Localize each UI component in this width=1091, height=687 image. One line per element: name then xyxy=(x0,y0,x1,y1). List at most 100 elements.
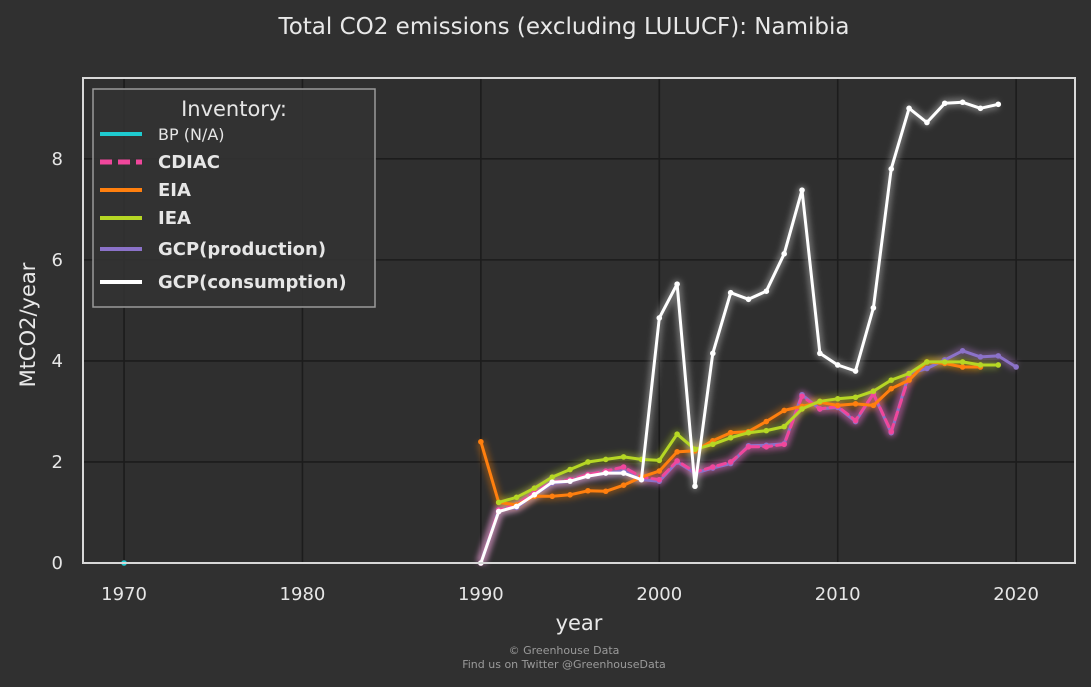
data-point-iea-2002 xyxy=(692,446,698,453)
data-point-cdiac-1998 xyxy=(620,464,627,470)
data-point-eia-1996 xyxy=(585,487,591,494)
legend-label-eia: EIA xyxy=(158,180,191,201)
data-point-gcp-production-2015 xyxy=(924,365,930,372)
data-point-iea-2008 xyxy=(799,406,805,412)
data-point-iea-2016 xyxy=(941,359,948,365)
plot-frame xyxy=(82,77,1076,564)
legend-box xyxy=(92,88,376,308)
data-point-eia-2001 xyxy=(674,449,680,455)
y-tick-label-4: 4 xyxy=(52,351,63,372)
x-tick-label-2010: 2010 xyxy=(815,584,861,605)
x-axis-label: year xyxy=(556,611,603,635)
data-point-eia-2007 xyxy=(781,407,787,414)
data-point-gcp-consumption-2010 xyxy=(834,362,841,368)
data-point-gcp-consumption-1999 xyxy=(638,476,645,483)
data-point-iea-2001 xyxy=(674,431,680,437)
series-layer xyxy=(121,99,1019,566)
data-point-gcp-consumption-2014 xyxy=(906,105,912,112)
data-point-gcp-consumption-2005 xyxy=(745,296,752,303)
data-point-cdiac-2003 xyxy=(710,464,716,470)
data-point-iea-2018 xyxy=(977,362,984,368)
data-point-gcp-consumption-1993 xyxy=(531,491,538,498)
data-point-gcp-consumption-1992 xyxy=(513,503,520,510)
data-point-iea-1998 xyxy=(620,454,627,460)
data-point-gcp-consumption-2011 xyxy=(852,368,859,374)
data-point-cdiac-2013 xyxy=(888,428,895,435)
legend: Inventory: BP (N/A) CDIAC EIA IEA GCP(produc… xyxy=(92,88,376,308)
data-point-eia-1998 xyxy=(620,482,627,488)
x-tick-label-2000: 2000 xyxy=(636,584,682,605)
x-tick-label-1970: 1970 xyxy=(101,584,147,605)
data-point-gcp-consumption-1996 xyxy=(585,473,591,479)
data-point-gcp-consumption-2016 xyxy=(941,100,948,107)
data-point-eia-2006 xyxy=(763,418,770,425)
data-point-eia-1994 xyxy=(549,493,556,500)
data-point-eia-2000 xyxy=(656,468,663,474)
data-point-iea-2015 xyxy=(924,359,930,365)
plot-area xyxy=(82,77,1076,566)
data-point-gcp-consumption-1991 xyxy=(495,508,502,515)
x-tick-label-1990: 1990 xyxy=(458,584,504,605)
y-axis-label: MtCO2/year xyxy=(16,262,40,387)
data-point-iea-1993 xyxy=(531,485,538,492)
data-point-cdiac-2006 xyxy=(763,444,770,450)
data-point-iea-2014 xyxy=(906,370,912,377)
footer-copyright: © Greenhouse Data xyxy=(509,644,620,657)
data-point-gcp-consumption-1995 xyxy=(567,478,573,484)
data-point-eia-2011 xyxy=(852,401,859,407)
data-point-cdiac-2007 xyxy=(781,441,787,448)
y-tick-label-8: 8 xyxy=(52,149,63,170)
x-axis-ticks: 1970 1980 1990 2000 2010 2020 xyxy=(101,584,1039,605)
data-point-iea-1997 xyxy=(602,456,609,463)
data-point-iea-2005 xyxy=(745,429,752,436)
data-point-gcp-consumption-2003 xyxy=(710,350,716,357)
data-point-gcp-consumption-2018 xyxy=(977,105,984,112)
data-point-cdiac-2001 xyxy=(674,458,680,464)
y-axis-ticks: 0 2 4 6 8 xyxy=(52,149,63,574)
chart-title: Total CO2 emissions (excluding LULUCF): … xyxy=(278,14,850,40)
legend-label-bp-n-a: BP (N/A) xyxy=(158,125,225,144)
data-point-iea-2019 xyxy=(995,362,1002,368)
legend-label-gcp-consumption: GCP(consumption) xyxy=(158,272,347,293)
data-point-gcp-consumption-1997 xyxy=(602,470,609,476)
data-point-gcp-consumption-2013 xyxy=(888,166,895,172)
y-tick-label-0: 0 xyxy=(52,553,63,574)
data-point-eia-2017 xyxy=(959,364,966,370)
data-point-gcp-consumption-2004 xyxy=(727,289,734,296)
data-point-iea-2010 xyxy=(834,396,841,402)
data-point-gcp-consumption-2019 xyxy=(995,101,1002,108)
series-line-gcp-consumption xyxy=(479,100,1000,565)
legend-label-iea: IEA xyxy=(158,208,191,229)
data-point-eia-1995 xyxy=(567,491,573,498)
data-point-gcp-consumption-1998 xyxy=(620,470,627,476)
data-point-iea-2009 xyxy=(817,398,823,405)
data-point-gcp-consumption-2007 xyxy=(781,251,787,257)
x-tick-label-2020: 2020 xyxy=(993,584,1039,605)
data-point-iea-1994 xyxy=(549,474,556,480)
data-point-gcp-consumption-1994 xyxy=(549,479,556,485)
data-point-eia-1997 xyxy=(602,488,609,495)
data-point-cdiac-2004 xyxy=(727,459,734,465)
data-point-gcp-consumption-2009 xyxy=(817,350,823,357)
data-point-iea-2012 xyxy=(870,388,877,395)
data-point-gcp-consumption-2002 xyxy=(692,483,698,490)
data-point-iea-2003 xyxy=(710,441,716,448)
data-point-gcp-production-2019 xyxy=(995,353,1002,359)
data-point-cdiac-2009 xyxy=(817,406,823,412)
data-point-eia-2013 xyxy=(888,385,895,392)
data-point-iea-1991 xyxy=(495,499,502,506)
data-point-cdiac-2005 xyxy=(745,444,752,450)
data-point-gcp-consumption-2001 xyxy=(674,281,680,287)
legend-label-cdiac: CDIAC xyxy=(158,152,220,173)
data-point-iea-1995 xyxy=(567,466,573,473)
y-tick-label-6: 6 xyxy=(52,250,63,271)
data-point-iea-2000 xyxy=(656,457,663,464)
data-point-iea-1992 xyxy=(513,494,520,501)
data-point-gcp-consumption-2015 xyxy=(924,119,930,126)
data-point-iea-2017 xyxy=(959,359,966,365)
data-point-eia-2014 xyxy=(906,377,912,383)
data-point-gcp-consumption-2000 xyxy=(656,315,663,321)
data-point-gcp-production-2020 xyxy=(1013,364,1019,370)
legend-title: Inventory: xyxy=(181,97,287,121)
